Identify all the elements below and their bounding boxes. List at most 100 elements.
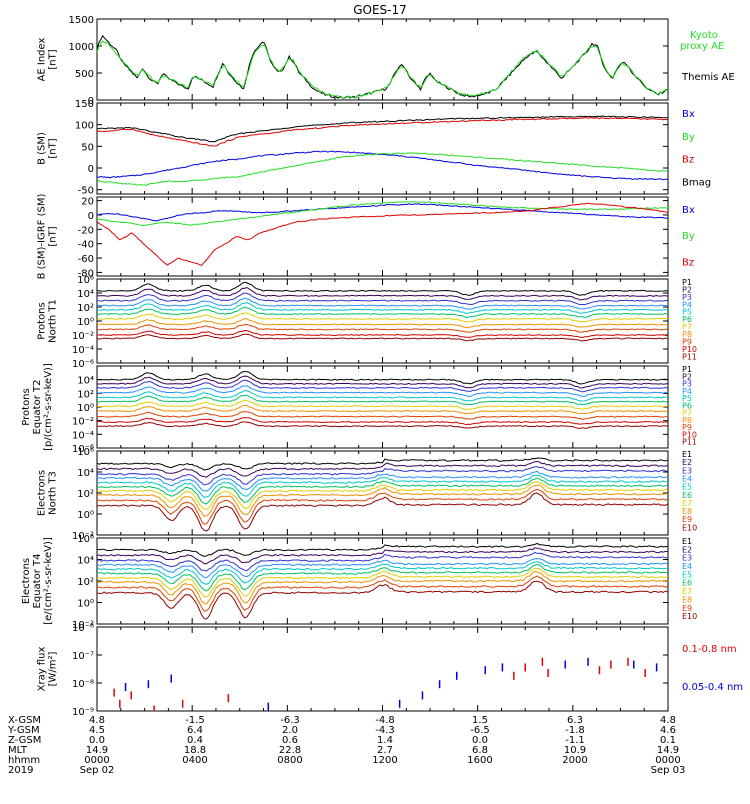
- y-tick-label: 10²: [77, 389, 94, 400]
- series-group: [97, 201, 668, 266]
- footer-value: 1.4: [377, 735, 393, 746]
- y-axis-label-line: Equator T4: [32, 554, 43, 609]
- panel-frame: [96, 365, 669, 449]
- y-axis-label-line: Equator T2: [32, 380, 43, 435]
- y-tick-label: 50: [81, 142, 94, 153]
- legend-entry: E6: [682, 579, 692, 588]
- footer-value: 22.8: [279, 745, 301, 756]
- legend-entry: Bz: [682, 258, 694, 269]
- y-tick-label: 20: [81, 197, 94, 208]
- footer-value: 14.9: [86, 745, 108, 756]
- channel-line-1: [97, 547, 668, 565]
- y-axis-label-line: [nT]: [48, 138, 59, 158]
- legend-entry: E7: [682, 499, 692, 508]
- footer-value: 1600: [467, 755, 492, 766]
- panel-xray: 10⁻⁹ 10⁻⁸ 10⁻⁷ 10⁻⁶ Xray flux [W/m²] 0.1-0.8 n…: [37, 623, 744, 718]
- channel-line-8: [97, 488, 668, 525]
- footer-value: 0.4: [187, 735, 203, 746]
- y-axis-label-line: North T1: [48, 299, 59, 343]
- footer-value: 4.8: [89, 715, 105, 726]
- legend: Bx By Bz Bmag: [682, 109, 711, 188]
- legend-entry: P2: [682, 285, 692, 294]
- footer-row-label: hhmm: [8, 755, 40, 766]
- y-tick-label: 10⁰: [77, 599, 94, 610]
- legend-entry: P6: [682, 401, 692, 410]
- channel-line-0: [97, 370, 668, 385]
- y-tick-label: 0: [88, 211, 94, 222]
- y-tick-label: -80: [78, 268, 94, 279]
- channel-line-6: [97, 312, 668, 323]
- y-tick-label: 10⁻⁶: [72, 359, 94, 370]
- y-tick-label: 10⁶: [77, 275, 94, 286]
- legend-entry: P9: [682, 337, 692, 346]
- channel-line-5: [97, 394, 668, 406]
- footer-value: 6.3: [567, 715, 583, 726]
- y-axis-label-line: [nT]: [48, 49, 59, 69]
- legend-entry: P10: [682, 345, 697, 354]
- footer-value: 4.8: [660, 715, 676, 726]
- y-axis-label-line: [p/(cm²-s-sr-keV)]: [43, 363, 54, 451]
- legend-entry: E8: [682, 507, 692, 516]
- y-axis-label-line: [W/m²]: [48, 651, 59, 686]
- legend-entry: Bx: [682, 205, 695, 216]
- y-axis-label-line: Protons: [21, 388, 32, 425]
- y-tick-label: 100: [75, 121, 94, 132]
- footer-value: 2.0: [282, 725, 298, 736]
- legend-entry: P3: [682, 293, 692, 302]
- footer-value: 4.6: [660, 725, 676, 736]
- legend-entry: P5: [682, 394, 692, 403]
- channel-line-1: [97, 375, 668, 389]
- footer-value: -1.1: [565, 735, 585, 746]
- footer-value: 0.0: [472, 735, 488, 746]
- channel-line-1: [97, 286, 668, 301]
- channel-line-4: [97, 390, 668, 402]
- footer-value: -1.5: [185, 715, 205, 726]
- y-tick-label: 10²: [77, 577, 94, 588]
- footer-value: 6.8: [472, 745, 488, 756]
- series-line-1: [97, 201, 668, 227]
- footer-date-start: Sep 02: [80, 765, 115, 776]
- legend-entry: E4: [682, 562, 692, 571]
- footer-value: -1.8: [565, 725, 585, 736]
- legend-entry: 0.1-0.8 nm: [682, 644, 737, 655]
- y-tick-label: 10⁻²: [72, 417, 94, 428]
- y-tick-label: 10⁻²: [72, 620, 94, 631]
- y-tick-label: 10⁻⁸: [72, 679, 94, 690]
- footer-value: -4.8: [375, 715, 395, 726]
- channel-line-6: [97, 399, 668, 411]
- legend-entry: E3: [682, 554, 692, 563]
- legend-entry: P2: [682, 372, 692, 381]
- y-tick-label: 10⁻⁴: [72, 430, 94, 441]
- footer-value: 0.6: [282, 735, 298, 746]
- legend: 0.1-0.8 nm 0.05-0.4 nm: [682, 644, 743, 693]
- y-tick-label: -40: [78, 240, 94, 251]
- y-tick-label: -20: [78, 225, 94, 236]
- channel-line-3: [97, 297, 668, 310]
- footer-value: 0400: [182, 755, 207, 766]
- channel-line-8: [97, 411, 668, 421]
- y-tick-label: -50: [78, 186, 94, 197]
- footer-year: 2019: [8, 765, 33, 776]
- channel-line-8: [97, 323, 668, 333]
- footer-value: 0.1: [660, 735, 676, 746]
- legend: Bx By Bz: [682, 205, 695, 269]
- footer-row-label: Y-GSM: [7, 725, 40, 736]
- y-tick-label: 10⁻⁹: [72, 707, 94, 718]
- y-tick-label: 10⁰: [77, 510, 94, 521]
- y-tick-label: 10⁴: [77, 556, 94, 567]
- y-tick-label: 10⁶: [77, 447, 94, 458]
- legend-entry: P8: [682, 416, 692, 425]
- y-tick-label: 10⁰: [77, 403, 94, 414]
- legend-entry: P1: [682, 278, 692, 287]
- y-tick-label: 0: [88, 164, 94, 175]
- y-tick-label: 1500: [69, 15, 94, 26]
- y-axis-label-line: Xray flux: [37, 647, 48, 692]
- channel-line-9: [97, 492, 668, 532]
- y-axis-label: Xray flux [W/m²]: [37, 647, 59, 692]
- series-group: [97, 542, 668, 620]
- channel-line-2: [97, 292, 668, 306]
